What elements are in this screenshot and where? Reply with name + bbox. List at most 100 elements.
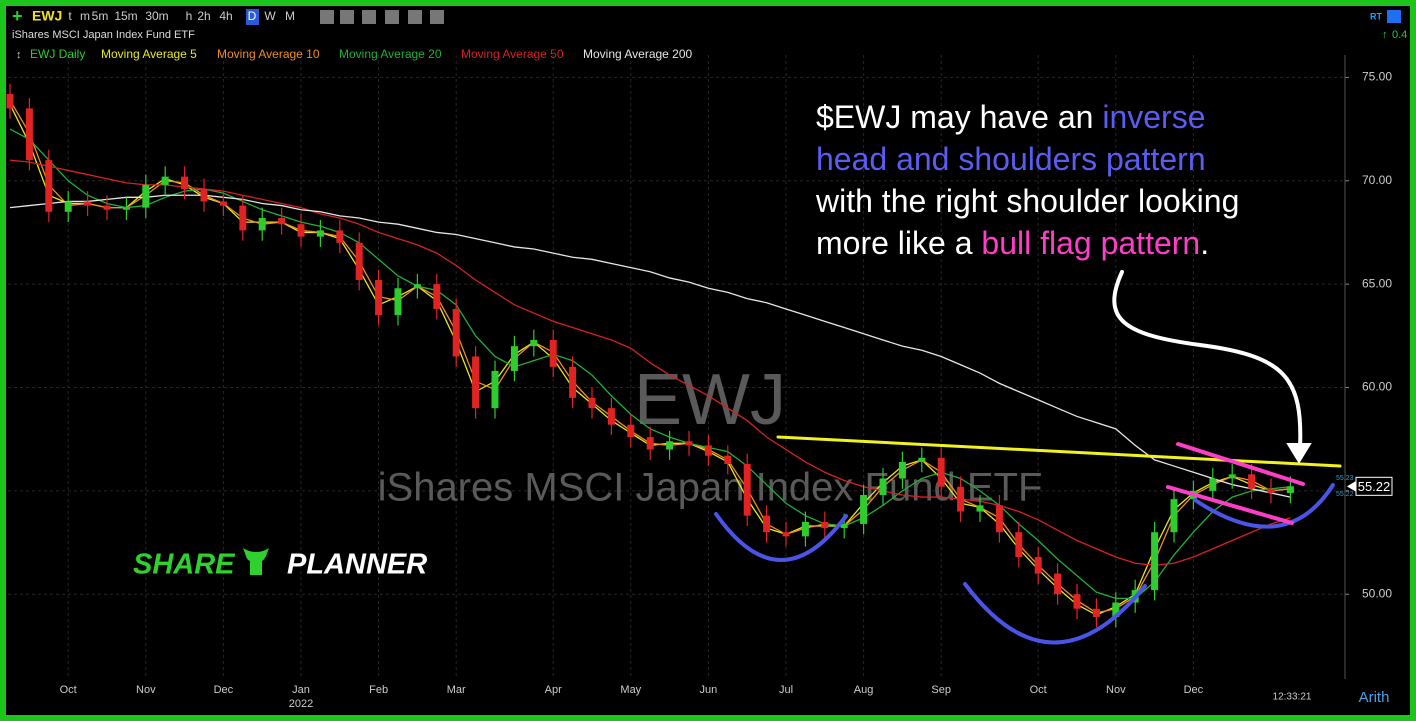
- logo: SHARE PLANNER: [133, 548, 427, 581]
- candle-body: [491, 370, 499, 409]
- annotation-text: head and shoulders pattern: [816, 141, 1206, 177]
- candle-body: [918, 457, 926, 462]
- candle-body: [472, 356, 480, 409]
- legend-entry[interactable]: Moving Average 10: [217, 47, 320, 61]
- candle-body: [1073, 594, 1081, 609]
- candle-body: [219, 201, 227, 206]
- legend-entry[interactable]: Moving Average 50: [461, 47, 564, 61]
- candle-body: [103, 205, 111, 210]
- legend-entry[interactable]: Moving Average 5: [101, 47, 197, 61]
- timeframe[interactable]: 30m: [145, 9, 168, 23]
- left-shoulder: [714, 512, 848, 562]
- last-price: 55.22: [1358, 479, 1391, 494]
- candle-body: [45, 160, 53, 212]
- candle-body: [782, 532, 790, 537]
- tool-icon[interactable]: [408, 10, 422, 24]
- tool-icon[interactable]: [320, 10, 334, 24]
- candle-body: [336, 230, 344, 243]
- candle-body: [704, 445, 712, 456]
- candle-body: [627, 424, 635, 438]
- watermark-name: iShares MSCI Japan Index Fund ETF: [378, 466, 1043, 510]
- toolbar: + EWJ t m 5m 15m 30m h 2h 4h D W M iShares MSCI Ja…: [12, 6, 1407, 41]
- logo-bull: [243, 548, 269, 575]
- candle-body: [510, 346, 518, 371]
- logo-planner: PLANNER: [287, 549, 427, 581]
- candle-body: [1228, 474, 1236, 479]
- candle-body: [1112, 602, 1120, 617]
- candle-body: [530, 339, 538, 347]
- watermark-symbol: EWJ: [634, 360, 786, 440]
- candle-body: [394, 288, 402, 316]
- annotation-line: head and shoulders pattern: [816, 141, 1206, 177]
- add-icon[interactable]: +: [12, 6, 23, 26]
- candle-body: [743, 463, 751, 516]
- timeframe[interactable]: h: [186, 9, 193, 23]
- candle-body: [549, 339, 557, 367]
- side-price-label: 55.23: [1336, 475, 1354, 482]
- annotation-line: with the right shoulder looking: [815, 183, 1239, 219]
- tool-icon[interactable]: [385, 10, 399, 24]
- s-icon[interactable]: [1387, 10, 1401, 23]
- annotation-text: inverse: [1102, 99, 1205, 135]
- x-tick-label: Apr: [545, 684, 562, 696]
- x-tick-label: Jun: [700, 684, 718, 696]
- scale-mode[interactable]: Arith: [1359, 689, 1390, 706]
- candle-body: [937, 457, 945, 487]
- x-tick-label: May: [620, 684, 641, 696]
- candle-body: [6, 93, 14, 109]
- fund-name: iShares MSCI Japan Index Fund ETF: [12, 29, 195, 41]
- legend-entry[interactable]: Moving Average 200: [583, 47, 693, 61]
- timeframe[interactable]: t: [68, 9, 72, 23]
- change-arrow: ↑: [1382, 29, 1388, 41]
- y-tick-label: 70.00: [1362, 173, 1392, 187]
- timeframe[interactable]: 4h: [219, 9, 232, 23]
- candle-body: [976, 505, 984, 512]
- x-tick-label: Aug: [854, 684, 874, 696]
- tool-icon[interactable]: [430, 10, 444, 24]
- change: 0.4: [1392, 29, 1407, 41]
- legend-entry[interactable]: Moving Average 20: [339, 47, 442, 61]
- candle-body: [588, 397, 596, 409]
- timeframe[interactable]: W: [264, 9, 276, 23]
- candle-body: [995, 505, 1003, 533]
- timeframe[interactable]: 5m: [92, 9, 109, 23]
- candle-body: [433, 284, 441, 309]
- candle-body: [142, 184, 150, 208]
- candle-body: [258, 217, 266, 231]
- tool-icon[interactable]: [362, 10, 376, 24]
- candle-body: [1151, 532, 1159, 591]
- candle-body: [122, 207, 130, 210]
- annotation-line: more like a bull flag pattern.: [816, 225, 1209, 261]
- candle-body: [375, 280, 383, 316]
- annotation-text: bull flag pattern: [981, 225, 1200, 261]
- candle-body: [64, 201, 72, 212]
- candle-body: [685, 441, 693, 446]
- x-tick-label: Dec: [1184, 684, 1204, 696]
- price-tag: [1355, 476, 1393, 496]
- arrow: [1112, 270, 1303, 450]
- candle-body: [239, 205, 247, 231]
- y-tick-label: 75.00: [1362, 70, 1392, 84]
- x-tick-label: Nov: [136, 684, 156, 696]
- timeframe[interactable]: m: [80, 9, 90, 23]
- symbol[interactable]: EWJ: [32, 8, 62, 24]
- drawings: [714, 270, 1342, 645]
- legend-entry[interactable]: EWJ Daily: [30, 47, 85, 61]
- candle-body: [860, 495, 868, 524]
- timeframe[interactable]: D: [248, 9, 257, 23]
- candle-body: [1248, 474, 1256, 489]
- y-tick-label: 60.00: [1362, 380, 1392, 394]
- arrow-head: [1286, 443, 1312, 464]
- tool-icon[interactable]: [340, 10, 354, 24]
- x-tick-label: Nov: [1106, 684, 1126, 696]
- price-tag-pointer: [1347, 480, 1357, 493]
- candle-body: [1267, 488, 1275, 493]
- timeframe[interactable]: M: [285, 9, 295, 23]
- annotation: $EWJ may have an inverse head and shoulde…: [815, 99, 1239, 261]
- timeframe[interactable]: 2h: [197, 9, 210, 23]
- candle-body: [666, 441, 674, 450]
- candle-body: [1092, 608, 1100, 617]
- annotation-line: $EWJ may have an inverse: [816, 99, 1206, 135]
- timeframe[interactable]: 15m: [114, 9, 137, 23]
